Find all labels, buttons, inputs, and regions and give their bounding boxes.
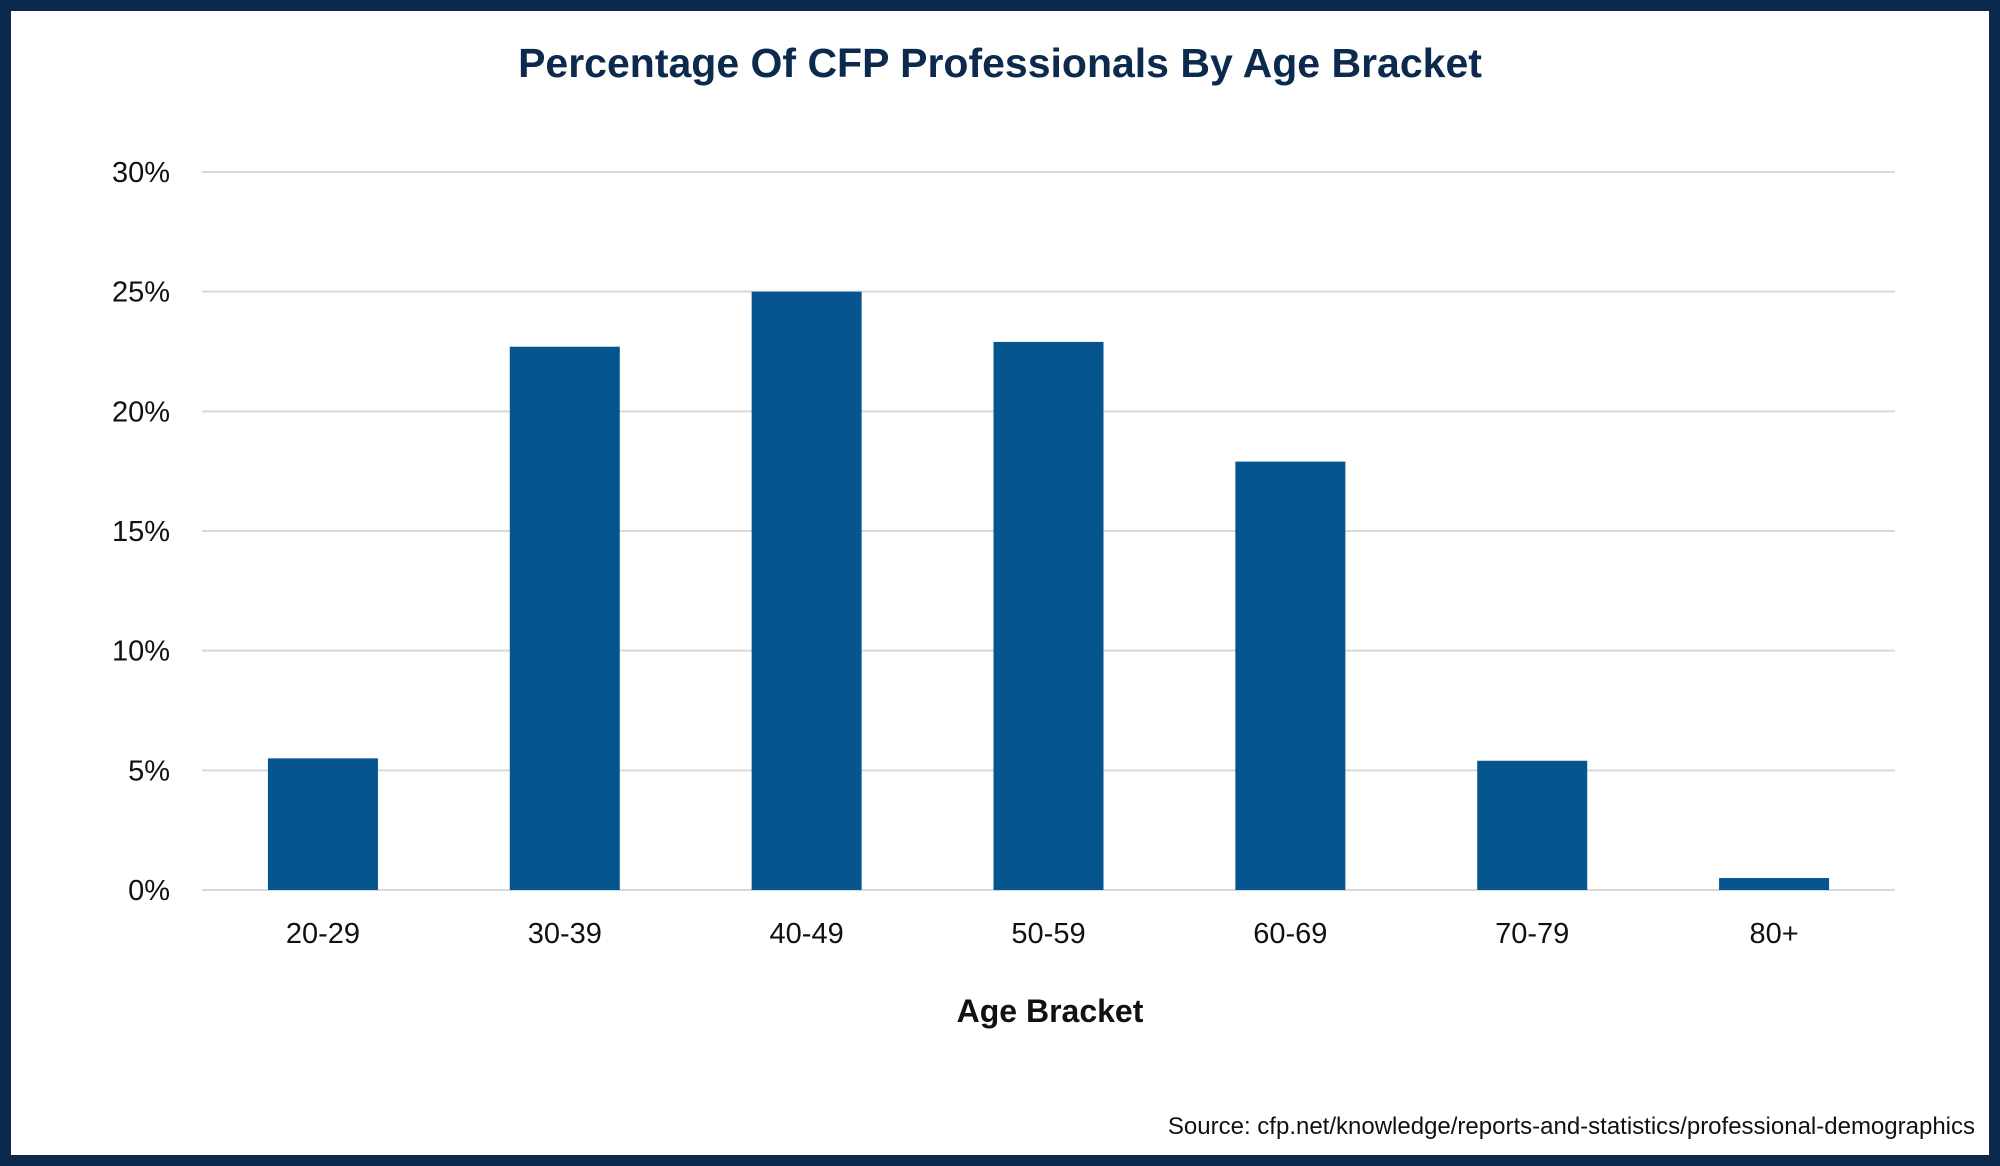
x-axis-title: Age Bracket [957, 993, 1144, 1029]
bars [267, 291, 1830, 891]
bar-30-39 [509, 346, 620, 890]
y-tick-label: 20% [112, 396, 170, 428]
y-tick-label: 30% [112, 157, 170, 189]
x-tick-label: 30-39 [528, 918, 602, 950]
source-note: Source: cfp.net/knowledge/reports-and-st… [1168, 1113, 1975, 1140]
x-tick-label: 70-79 [1495, 918, 1569, 950]
bar-50-59 [993, 341, 1104, 891]
chart-title: Percentage Of CFP Professionals By Age B… [518, 40, 1482, 86]
bar-60-69 [1235, 461, 1346, 890]
x-tick-label: 50-59 [1011, 918, 1085, 950]
y-tick-label: 15% [112, 516, 170, 548]
bar-20-29 [267, 758, 378, 890]
y-tick-labels: 0% 5% 10% 15% 20% 25% 30% [112, 157, 170, 907]
x-tick-labels: 20-29 30-39 40-49 50-59 60-69 70-79 80+ [286, 918, 1799, 950]
x-tick-label: 60-69 [1253, 918, 1327, 950]
bar-80+ [1719, 878, 1830, 890]
y-tick-label: 25% [112, 277, 170, 309]
y-tick-label: 10% [112, 636, 170, 668]
x-tick-label: 20-29 [286, 918, 360, 950]
x-tick-label: 40-49 [770, 918, 844, 950]
y-tick-label: 5% [128, 755, 170, 787]
bar-70-79 [1477, 760, 1588, 890]
y-tick-label: 0% [128, 875, 170, 907]
bar-40-49 [751, 291, 862, 891]
x-tick-label: 80+ [1749, 918, 1798, 950]
